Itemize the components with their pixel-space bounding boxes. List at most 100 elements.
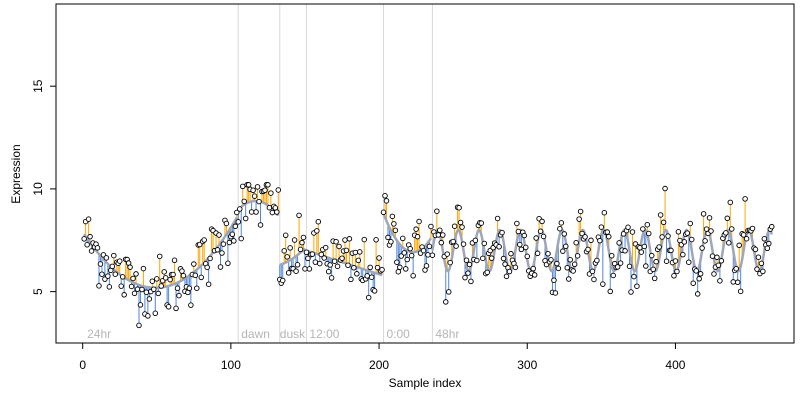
- data-point: [282, 232, 289, 239]
- data-point: [99, 271, 105, 277]
- data-point: [429, 252, 436, 258]
- data-point: [404, 256, 410, 263]
- data-point: [764, 245, 771, 252]
- data-point: [465, 270, 471, 276]
- data-point: [131, 290, 138, 297]
- data-point: [531, 272, 538, 278]
- data-point: [137, 302, 144, 308]
- data-point: [245, 182, 252, 188]
- data-point: [128, 283, 135, 290]
- data-point: [96, 283, 102, 289]
- data-point: [672, 258, 679, 264]
- data-point: [563, 243, 569, 250]
- data-point: [198, 274, 204, 281]
- data-point: [626, 263, 633, 270]
- data-point: [540, 233, 547, 240]
- data-point: [517, 241, 523, 248]
- data-point: [631, 273, 637, 280]
- data-point: [530, 265, 536, 272]
- data-point: [761, 236, 768, 242]
- data-point: [297, 246, 304, 253]
- data-point: [346, 236, 353, 242]
- data-point: [127, 264, 133, 270]
- data-point: [401, 250, 408, 256]
- data-point: [499, 229, 505, 236]
- data-point: [690, 280, 696, 286]
- data-point: [343, 247, 350, 254]
- data-point: [769, 223, 775, 230]
- data-point: [557, 225, 563, 232]
- data-point: [426, 243, 433, 250]
- data-point: [565, 276, 572, 282]
- data-point: [472, 237, 479, 244]
- data-point: [717, 278, 723, 284]
- data-point: [708, 228, 714, 234]
- data-point: [179, 268, 185, 274]
- data-point: [94, 245, 101, 251]
- data-point: [408, 252, 415, 259]
- data-point: [570, 268, 576, 274]
- data-point: [318, 251, 325, 258]
- data-point: [81, 236, 87, 242]
- data-point: [610, 272, 616, 279]
- time-annotation: 48hr: [435, 327, 459, 341]
- data-point: [687, 220, 694, 227]
- data-point: [149, 278, 156, 284]
- data-point: [474, 257, 480, 264]
- data-point: [675, 229, 682, 235]
- time-annotation: dusk: [280, 327, 306, 341]
- data-point: [457, 219, 464, 226]
- data-point: [515, 228, 522, 235]
- data-point: [170, 271, 176, 278]
- data-point: [336, 243, 342, 250]
- data-point: [588, 237, 594, 244]
- data-point: [494, 215, 501, 222]
- data-point: [207, 255, 213, 262]
- data-point: [156, 253, 163, 260]
- data-point: [674, 268, 680, 275]
- data-point: [354, 271, 360, 277]
- data-point: [634, 283, 640, 289]
- data-point: [468, 278, 474, 285]
- data-point: [648, 252, 655, 259]
- data-point: [357, 249, 363, 255]
- data-point: [152, 310, 159, 317]
- data-point: [726, 240, 732, 246]
- data-point: [451, 223, 458, 229]
- data-point: [699, 245, 705, 251]
- data-point: [176, 292, 182, 299]
- data-point: [665, 233, 671, 239]
- data-point: [225, 260, 231, 267]
- data-point: [450, 238, 456, 245]
- data-point: [317, 260, 323, 267]
- data-point: [139, 286, 145, 293]
- data-point: [192, 272, 199, 279]
- data-point: [314, 228, 320, 234]
- data-point: [219, 250, 225, 256]
- data-point: [165, 304, 172, 310]
- data-point: [660, 219, 667, 226]
- data-point: [681, 239, 688, 245]
- data-point: [235, 219, 242, 225]
- data-point: [154, 276, 160, 282]
- data-point: [140, 265, 147, 272]
- data-point: [643, 263, 649, 269]
- data-point: [740, 232, 747, 238]
- data-point: [671, 273, 677, 279]
- data-point: [348, 276, 354, 283]
- time-annotation: 24hr: [87, 327, 111, 341]
- data-point: [365, 294, 372, 301]
- data-point: [180, 272, 187, 279]
- data-point: [345, 262, 351, 269]
- data-point: [248, 209, 255, 215]
- data-point: [382, 192, 388, 199]
- data-point: [327, 262, 333, 268]
- data-point: [402, 266, 409, 272]
- data-point: [111, 252, 117, 259]
- data-point: [385, 234, 391, 241]
- data-point: [287, 245, 293, 251]
- data-point: [718, 258, 725, 264]
- data-point: [173, 305, 179, 312]
- data-point: [506, 268, 513, 275]
